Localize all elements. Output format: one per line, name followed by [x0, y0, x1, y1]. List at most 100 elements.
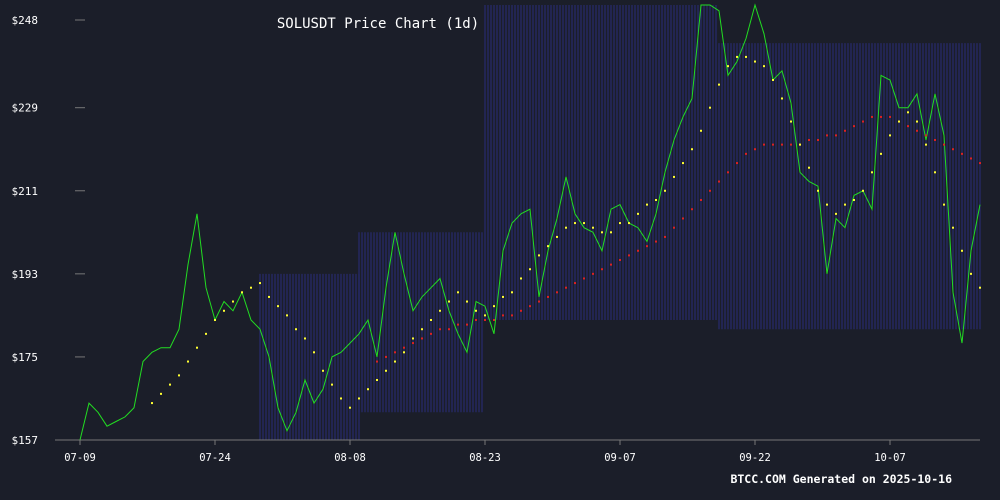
- ma-point: [889, 115, 891, 118]
- sar-point: [322, 369, 324, 372]
- ma-point: [475, 319, 477, 321]
- ma-point: [880, 115, 882, 118]
- sar-point: [385, 369, 387, 372]
- y-tick-label: $211: [12, 185, 39, 198]
- sar-point: [493, 305, 495, 308]
- sar-point: [520, 277, 522, 280]
- ma-point: [718, 180, 720, 183]
- sar-point: [880, 152, 882, 155]
- ma-point: [538, 300, 540, 303]
- sar-point: [151, 402, 153, 405]
- sar-point: [772, 79, 774, 81]
- sar-point: [196, 346, 198, 349]
- ma-point: [385, 355, 387, 358]
- ma-point: [601, 268, 603, 271]
- sar-point: [277, 305, 279, 308]
- sar-point: [754, 60, 756, 63]
- ma-point: [547, 295, 549, 298]
- sar-point: [178, 374, 180, 377]
- ma-point: [916, 129, 918, 132]
- ma-point: [745, 152, 747, 155]
- ma-point: [412, 342, 414, 345]
- sar-point: [619, 222, 621, 225]
- ma-point: [529, 305, 531, 308]
- sar-point: [637, 212, 639, 215]
- ma-point: [592, 272, 594, 275]
- sar-point: [943, 203, 945, 206]
- sar-point: [466, 300, 468, 303]
- ma-point: [430, 332, 432, 335]
- ma-point: [565, 286, 567, 289]
- ma-point: [925, 134, 927, 137]
- x-tick-label: 09-07: [604, 452, 636, 464]
- sar-point: [601, 231, 603, 234]
- y-tick-label: $175: [12, 351, 39, 364]
- ma-point: [853, 125, 855, 128]
- sar-point: [691, 148, 693, 151]
- bands-layer: [259, 5, 981, 440]
- ma-point: [511, 314, 513, 317]
- price-line: [79, 3, 981, 441]
- ma-point: [619, 259, 621, 261]
- sar-point: [574, 222, 576, 225]
- sar-point: [952, 226, 954, 229]
- ma-point: [628, 254, 630, 257]
- x-tick-label: 10-07: [874, 452, 906, 464]
- x-tick-label: 07-09: [64, 452, 96, 464]
- ma-point: [457, 323, 459, 326]
- ma-point: [610, 263, 612, 266]
- ma-point: [583, 277, 585, 280]
- sar-point: [349, 406, 351, 409]
- ma-point: [484, 319, 486, 321]
- y-tick-label: $193: [12, 268, 39, 281]
- y-tick-label: $157: [12, 434, 39, 447]
- sar-point: [862, 189, 864, 192]
- sar-point: [673, 175, 675, 178]
- sar-point: [376, 379, 378, 381]
- ma-point: [403, 346, 405, 349]
- sar-point: [808, 166, 810, 169]
- ma-point: [790, 143, 792, 146]
- sar-point: [394, 360, 396, 363]
- sar-point: [916, 120, 918, 123]
- ma-point: [826, 134, 828, 137]
- sar-point: [484, 314, 486, 317]
- sar-point: [844, 203, 846, 206]
- sar-point: [817, 189, 819, 192]
- sar-point: [565, 226, 567, 229]
- ma-point: [754, 148, 756, 151]
- ma-point: [448, 328, 450, 331]
- sar-point: [304, 337, 306, 340]
- sar-point: [367, 388, 369, 391]
- chart-title: SOLUSDT Price Chart (1d): [277, 16, 479, 32]
- sar-point: [340, 397, 342, 400]
- y-tick-label: $229: [12, 102, 39, 115]
- ma-point: [970, 157, 972, 160]
- sar-point: [331, 383, 333, 386]
- sar-point: [781, 97, 783, 100]
- ma-point: [943, 143, 945, 146]
- ma-point: [394, 351, 396, 354]
- axis-layer: $157 $175 $193 $211 $229 $248 07-09 07-24 08-08 0…: [12, 14, 980, 464]
- ma-point: [727, 171, 729, 174]
- sar-point: [583, 222, 585, 225]
- ma-point: [844, 129, 846, 132]
- sar-point: [871, 171, 873, 174]
- sar-point: [655, 199, 657, 201]
- footer-text: BTCC.COM Generated on 2025-10-16: [730, 472, 952, 486]
- sar-point: [790, 120, 792, 123]
- sar-point: [898, 120, 900, 123]
- ma-point: [556, 291, 558, 294]
- sar-point: [835, 212, 837, 215]
- ma-point: [691, 208, 693, 211]
- sar-point: [268, 295, 270, 298]
- sar-point: [853, 199, 855, 201]
- ma-point: [772, 143, 774, 146]
- ma-point: [673, 226, 675, 229]
- sar-point: [718, 83, 720, 86]
- sar-point: [187, 360, 189, 363]
- ma-point: [871, 115, 873, 118]
- sar-point: [934, 171, 936, 174]
- sar-point: [628, 222, 630, 225]
